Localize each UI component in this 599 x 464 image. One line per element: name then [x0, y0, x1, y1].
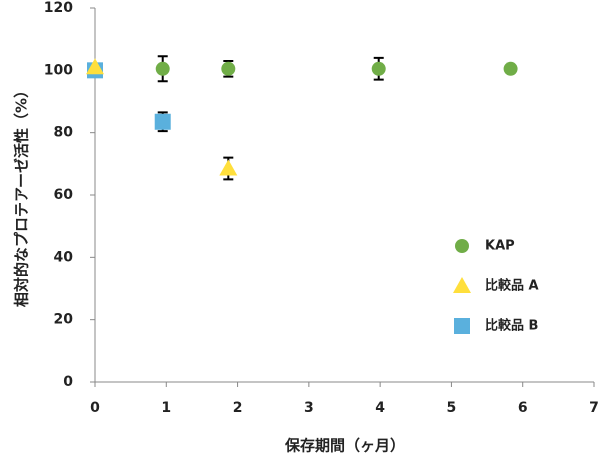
x-tick-label: 0 — [90, 400, 100, 416]
y-tick-label: 80 — [54, 125, 74, 141]
legend-marker — [455, 239, 469, 253]
x-tick-label: 7 — [589, 400, 599, 416]
point — [154, 113, 171, 130]
point — [86, 58, 104, 75]
point — [219, 159, 238, 176]
y-tick-label: 0 — [63, 374, 73, 390]
legend-label: KAP — [485, 239, 515, 254]
legend-label: 比較品 A — [485, 278, 539, 294]
y-axis-label: 相対的なプロテアーゼ活性（%） — [13, 83, 31, 307]
point — [155, 61, 170, 76]
y-tick-label: 100 — [44, 62, 73, 78]
x-tick-label: 1 — [161, 400, 171, 416]
x-tick-label: 6 — [518, 400, 528, 416]
y-tick-label: 40 — [54, 249, 74, 265]
legend-marker — [453, 277, 471, 293]
x-tick-label: 5 — [447, 400, 457, 416]
y-tick-label: 20 — [54, 312, 74, 328]
x-tick-label: 3 — [304, 400, 314, 416]
point — [503, 61, 518, 76]
x-tick-label: 4 — [375, 400, 385, 416]
legend-marker — [454, 318, 470, 334]
point — [371, 61, 386, 76]
y-tick-label: 60 — [54, 187, 74, 203]
y-tick-label: 120 — [44, 0, 73, 16]
x-tick-label: 2 — [233, 400, 243, 416]
x-axis-label: 保存期間（ヶ月） — [284, 437, 405, 455]
point — [221, 61, 236, 76]
legend-label: 比較品 B — [485, 318, 538, 334]
